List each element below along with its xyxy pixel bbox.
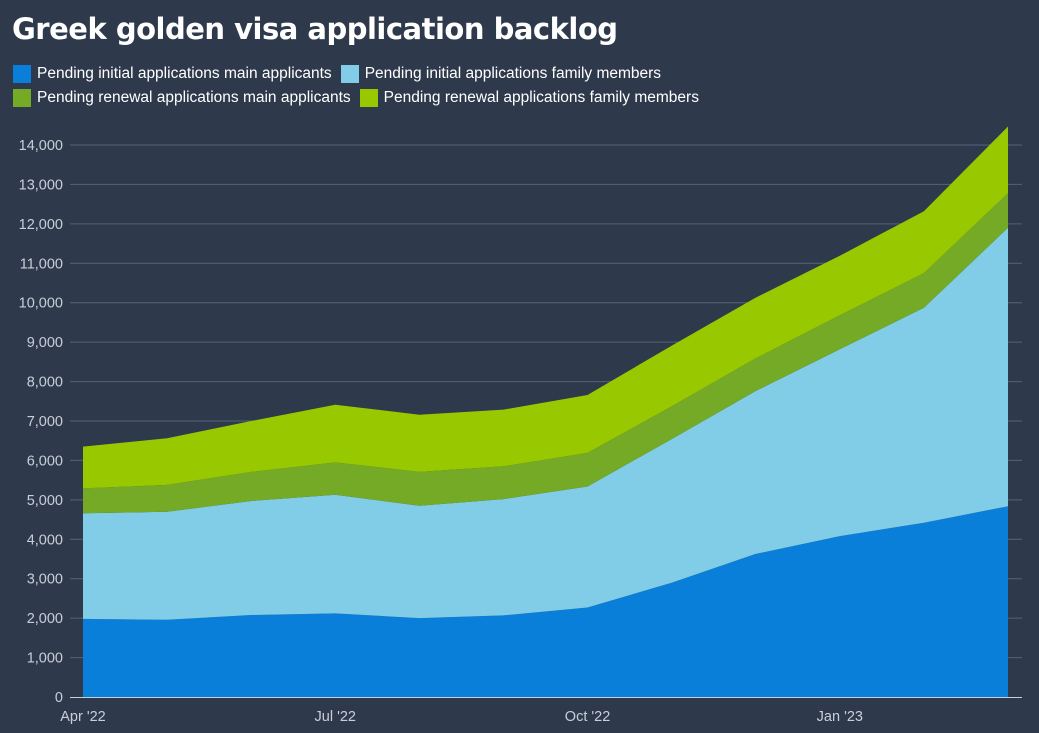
legend-label: Pending initial applications main applic…: [37, 65, 332, 82]
x-tick-label: Jul '22: [315, 709, 356, 725]
series-area-4: [83, 126, 1008, 489]
legend-item-renewal-main[interactable]: Pending renewal applications main applic…: [13, 89, 351, 107]
y-tick-label: 7,000: [27, 414, 63, 430]
legend-item-renewal-family[interactable]: Pending renewal applications family memb…: [359, 89, 699, 107]
y-tick-label: 10,000: [19, 296, 63, 312]
series-area-3: [83, 193, 1008, 514]
legend: Pending initial applications main applic…: [13, 62, 1023, 110]
legend-label: Pending initial applications family memb…: [364, 65, 662, 82]
legend-swatch: [13, 89, 31, 107]
legend-row: Pending renewal applications main applic…: [13, 86, 1023, 110]
series-area-1: [83, 506, 1008, 697]
y-tick-label: 1,000: [27, 651, 63, 667]
x-axis-tick-labels: Apr '22 Jul '22 Oct '22 Jan '23: [60, 709, 863, 725]
chart-title: Greek golden visa application backlog: [12, 12, 618, 46]
legend-label: Pending renewal applications family memb…: [383, 89, 699, 106]
y-tick-label: 4,000: [27, 532, 63, 548]
y-tick-label: 8,000: [27, 375, 63, 391]
y-tick-label: 9,000: [27, 335, 63, 351]
series-area-2: [83, 227, 1008, 620]
legend-swatch: [340, 65, 359, 83]
y-axis-tick-labels: 0 1,000 2,000 3,000 4,000 5,000 6,000 7,000 8,00…: [19, 138, 63, 706]
legend-swatch: [359, 89, 378, 107]
x-tick-label: Apr '22: [60, 709, 106, 725]
y-tick-label: 6,000: [27, 453, 63, 469]
y-tick-label: 5,000: [27, 493, 63, 509]
legend-item-initial-main[interactable]: Pending initial applications main applic…: [13, 65, 332, 83]
y-tick-label: 0: [55, 690, 63, 706]
legend-label: Pending renewal applications main applic…: [37, 89, 351, 106]
stacked-areas: [70, 126, 1022, 698]
y-tick-label: 11,000: [20, 256, 63, 272]
legend-item-initial-family[interactable]: Pending initial applications family memb…: [340, 65, 662, 83]
y-tick-label: 13,000: [19, 177, 63, 193]
y-tick-label: 14,000: [19, 138, 63, 154]
x-tick-label: Oct '22: [565, 709, 610, 725]
legend-swatch: [13, 65, 31, 83]
x-tick-label: Jan '23: [817, 709, 863, 725]
y-tick-label: 2,000: [27, 611, 63, 627]
legend-row: Pending initial applications main applic…: [13, 62, 1023, 86]
y-tick-label: 12,000: [19, 217, 63, 233]
y-tick-label: 3,000: [27, 572, 63, 588]
